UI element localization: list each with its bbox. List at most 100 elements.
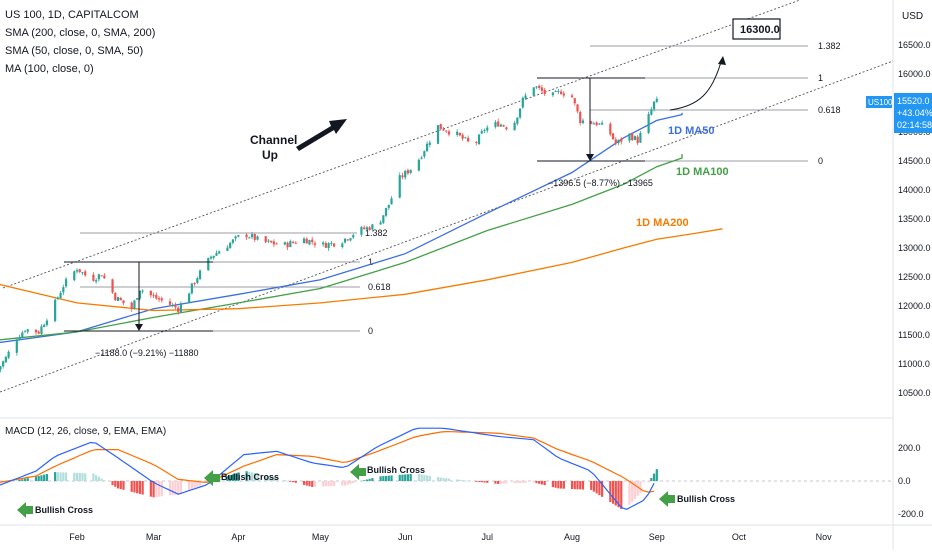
price-tick-label: 12000.0 (898, 301, 931, 311)
macd-histogram-bar (540, 481, 544, 485)
candle-body (116, 297, 120, 302)
macd-histogram-bar (130, 481, 133, 492)
projection-curve (669, 61, 722, 111)
target-box (732, 18, 781, 40)
macd-histogram-bar (483, 481, 486, 483)
candle-body (551, 92, 554, 96)
candle-body (524, 95, 527, 99)
candle-body (21, 332, 24, 338)
candle-body (294, 242, 297, 244)
macd-histogram-bar (231, 474, 234, 481)
candle-body (439, 123, 442, 129)
candle-body (420, 157, 423, 159)
macd-histogram-bar (614, 481, 617, 506)
fib1-level-label: 1.382 (365, 228, 388, 238)
candle-body (171, 304, 174, 306)
channel-top-line (2, 0, 801, 289)
candle-body (499, 124, 503, 127)
candle-body (406, 170, 410, 174)
candle-body (168, 301, 172, 305)
channel-up (0, 0, 894, 393)
candle-body (390, 198, 393, 205)
candle-body (483, 130, 486, 132)
macd-histogram-bar (275, 478, 278, 481)
macd-tick-label: -200.0 (898, 509, 924, 519)
candle-body (272, 241, 276, 245)
candle-body (480, 131, 483, 134)
candle-body (324, 243, 327, 248)
macd-histogram-bar (141, 481, 144, 495)
macd-histogram-bar (535, 481, 538, 484)
macd-histogram-bar (234, 473, 237, 481)
target-label: 16300.0 (740, 24, 780, 36)
macd-histogram-bar (562, 481, 565, 489)
macd-histogram-bar (92, 473, 95, 481)
ma50-label: 1D MA50 (668, 125, 714, 137)
candle-body (160, 298, 163, 301)
macd-histogram-bar (157, 481, 161, 497)
candle-body (122, 300, 125, 304)
macd-histogram-bar (464, 480, 467, 482)
macd-histogram-bar (617, 481, 620, 508)
macd-histogram-bar (283, 480, 286, 481)
macd-histogram-bar (103, 480, 106, 481)
macd-histogram-bar (439, 477, 442, 481)
macd-histogram-bar (655, 469, 658, 481)
macd-histogram-bar (330, 481, 333, 487)
macd-histogram-bar (64, 472, 68, 481)
time-axis[interactable]: Feb Mar Apr May Jun Jul Aug Sep Oct Nov (69, 532, 832, 542)
candle-body (655, 98, 658, 102)
ma-line-1d-ma200 (0, 228, 723, 312)
candle-body (477, 134, 481, 145)
candle-body (2, 361, 5, 367)
candle-body (305, 238, 308, 244)
macd-histogram-bar (327, 481, 330, 487)
bullish-cross-label: Bullish Cross (35, 505, 93, 515)
candle-body (379, 222, 382, 225)
macd-histogram-bar (267, 476, 270, 481)
legend-ma100: MA (100, close, 0) (5, 63, 94, 75)
macd-histogram-bar (289, 481, 292, 482)
candle-body (505, 127, 508, 130)
macd-histogram-bar (409, 473, 412, 481)
candle-body (595, 122, 598, 126)
candle-body (330, 242, 333, 244)
fib-extensions: 1.382 1 0.618 0 1.382 1 0.618 0 (80, 41, 841, 336)
candle-body (45, 320, 49, 326)
candle-body (436, 125, 440, 144)
macd-histogram-bar (628, 481, 631, 505)
candle-body (97, 274, 100, 280)
candle-body (521, 97, 524, 108)
candle-body (502, 125, 505, 127)
candle-body (37, 331, 40, 334)
candle-body (289, 241, 292, 248)
candle-body (157, 298, 161, 300)
candle-body (327, 243, 330, 249)
candle-body (81, 272, 84, 274)
macd-histogram-bar (250, 472, 254, 481)
macd-histogram-bar (75, 472, 79, 481)
macd-signal-line (0, 430, 655, 493)
macd-histogram-bar (486, 481, 489, 483)
candle-body (302, 238, 306, 244)
macd-histogram-bar (21, 479, 24, 481)
macd-histogram-bar (436, 477, 440, 481)
candle-body (155, 294, 158, 299)
candle-body (248, 237, 251, 239)
bullish-cross-3: Bullish Cross (350, 464, 425, 480)
bullish-cross-4: Bullish Cross (659, 491, 735, 507)
macd-histogram-bar (445, 478, 448, 481)
candle-body (614, 139, 617, 144)
candle-body (633, 136, 637, 140)
symbol-badge-text: US100 (868, 98, 893, 107)
candle-body (275, 243, 278, 245)
ma-line-1d-ma50 (0, 112, 683, 344)
macd-histogram-bar (423, 474, 426, 481)
candle-body (540, 87, 544, 91)
candle-body (245, 234, 248, 238)
price-tick-label: 14000.0 (898, 185, 931, 195)
macd-histogram-bar (557, 481, 560, 489)
candle-body (371, 224, 374, 230)
macd-histogram-bar (81, 473, 84, 481)
